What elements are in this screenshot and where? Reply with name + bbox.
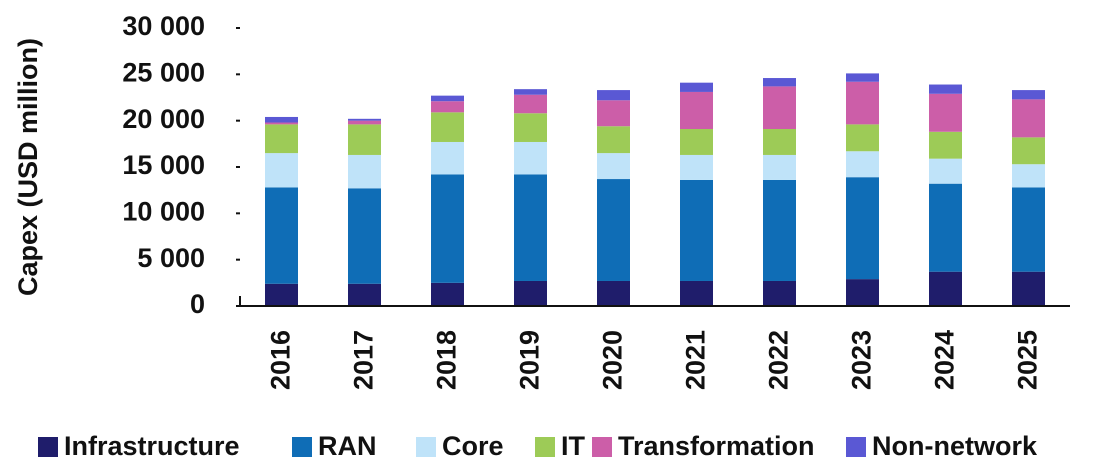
x-tick-label: 2025 <box>1013 330 1043 390</box>
bar-segment <box>846 81 879 125</box>
bar-segment <box>514 89 547 95</box>
legend-label: IT <box>561 431 586 461</box>
bar-segment <box>680 179 713 281</box>
bar-segment <box>1012 90 1045 100</box>
bar-segment <box>514 174 547 281</box>
bar-segment <box>763 86 796 130</box>
bar-segment <box>597 100 630 127</box>
bar-segment <box>514 113 547 142</box>
bar-segment <box>1012 187 1045 272</box>
bar-segment <box>348 283 381 306</box>
bar-segment <box>763 78 796 87</box>
bar-segment <box>431 174 464 283</box>
bar-segment <box>265 122 298 125</box>
bar-segment <box>680 280 713 306</box>
legend-label: RAN <box>318 431 377 461</box>
bar-segment <box>597 280 630 306</box>
x-tick-label: 2024 <box>930 330 960 390</box>
x-tick-label: 2019 <box>515 330 545 390</box>
bar-segment <box>1012 137 1045 165</box>
bar-segment <box>680 154 713 180</box>
bar-segment <box>431 141 464 175</box>
bar-segment <box>348 188 381 284</box>
bar-segment <box>514 94 547 114</box>
x-tick-label: 2023 <box>847 330 877 390</box>
bar-segment <box>265 124 298 154</box>
legend-swatch <box>846 437 866 457</box>
bar-segment <box>431 101 464 113</box>
y-tick-label: 20 000 <box>122 104 205 134</box>
bar-segment <box>265 283 298 306</box>
bar-segment <box>1012 99 1045 138</box>
bar-segment <box>514 280 547 306</box>
bar-segment <box>265 153 298 188</box>
bar-segment <box>348 154 381 189</box>
bar-segment <box>846 151 879 178</box>
bar-segment <box>929 131 962 159</box>
y-tick-label: 0 <box>190 289 205 319</box>
legend-label: Core <box>442 431 504 461</box>
bar-segment <box>680 91 713 130</box>
bar-segment <box>929 158 962 184</box>
legend-swatch <box>535 437 555 457</box>
y-tick-label: 30 000 <box>122 11 205 41</box>
bar-segment <box>929 93 962 132</box>
legend-swatch <box>38 437 58 457</box>
legend-label: Transformation <box>618 431 815 461</box>
bar-segment <box>763 280 796 306</box>
bar-segment <box>680 82 713 92</box>
bar-segment <box>763 129 796 155</box>
bar-segment <box>597 179 630 281</box>
x-tick-label: 2020 <box>598 330 628 390</box>
bar-segment <box>1012 271 1045 306</box>
bar-segment <box>1012 164 1045 188</box>
bar-segment <box>597 90 630 101</box>
x-tick-label: 2022 <box>764 330 794 390</box>
bar-segment <box>846 73 879 82</box>
bar-segment <box>846 177 879 280</box>
bar-segment <box>348 120 381 125</box>
bar-segment <box>763 154 796 180</box>
bar-segment <box>597 153 630 180</box>
y-tick-label: 25 000 <box>122 57 205 87</box>
y-axis-label: Capex (USD million) <box>13 38 43 296</box>
legend-swatch <box>292 437 312 457</box>
y-tick-label: 10 000 <box>122 196 205 226</box>
bar-segment <box>348 124 381 155</box>
bar-segment <box>680 129 713 155</box>
y-tick-label: 5 000 <box>137 243 205 273</box>
x-tick-label: 2017 <box>349 330 379 390</box>
legend-label: Infrastructure <box>64 431 240 461</box>
bar-segment <box>763 179 796 281</box>
bar-segment <box>431 112 464 142</box>
bar-segment <box>597 126 630 154</box>
bar-segment <box>431 95 464 102</box>
bar-segment <box>929 84 962 94</box>
bar-segment <box>431 282 464 306</box>
bar-segment <box>348 118 381 121</box>
legend-swatch <box>416 437 436 457</box>
legend-swatch <box>592 437 612 457</box>
y-tick-label: 15 000 <box>122 150 205 180</box>
x-tick-label: 2021 <box>681 330 711 390</box>
bar-segment <box>929 271 962 306</box>
bar-segment <box>846 124 879 152</box>
bar-segment <box>265 116 298 123</box>
bar-segment <box>514 141 547 175</box>
x-tick-label: 2016 <box>266 330 296 390</box>
legend-label: Non-network <box>872 431 1038 461</box>
bar-segment <box>265 187 298 284</box>
x-tick-label: 2018 <box>432 330 462 390</box>
bar-segment <box>846 279 879 306</box>
bar-segment <box>929 183 962 272</box>
